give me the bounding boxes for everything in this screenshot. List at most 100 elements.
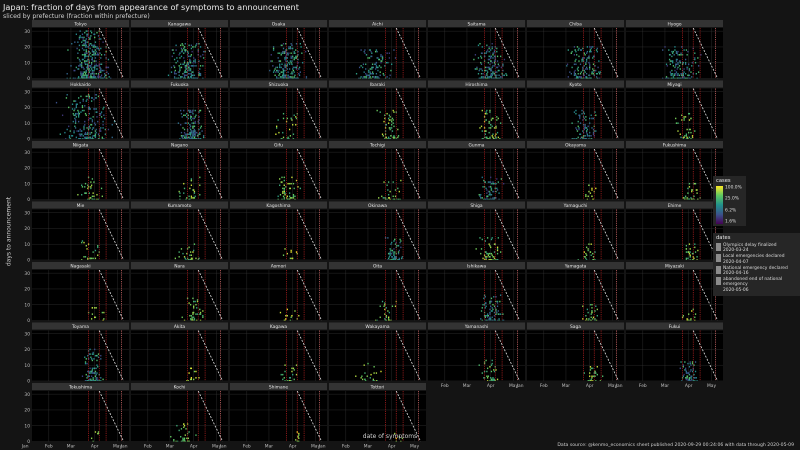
- case-cell: [87, 354, 89, 357]
- case-cell: [387, 257, 390, 260]
- case-cell: [190, 131, 193, 134]
- case-cell: [391, 241, 393, 244]
- case-cell: [682, 72, 684, 75]
- case-cell: [694, 182, 697, 185]
- case-cell: [305, 50, 307, 53]
- case-cell: [90, 138, 93, 139]
- case-cell: [183, 424, 186, 427]
- case-cell: [662, 49, 664, 51]
- case-cell: [495, 310, 497, 312]
- case-cell: [90, 100, 93, 102]
- case-cell: [686, 318, 688, 320]
- facet-panel: [230, 330, 327, 381]
- case-cell: [485, 198, 487, 200]
- case-cell: [490, 246, 492, 249]
- case-cell: [502, 74, 504, 77]
- case-cell: [279, 193, 282, 196]
- case-cell: [87, 138, 89, 139]
- case-cell: [575, 112, 577, 115]
- case-cell: [94, 36, 96, 39]
- case-cell: [592, 380, 594, 381]
- x-tick-label: Jan: [615, 383, 623, 389]
- case-cell: [496, 189, 499, 191]
- case-cell: [88, 68, 90, 70]
- case-cell: [497, 117, 499, 120]
- case-cell: [71, 42, 73, 45]
- case-cell: [580, 77, 582, 79]
- case-cell: [477, 57, 480, 59]
- case-cell: [282, 192, 284, 194]
- case-cell: [182, 252, 184, 255]
- case-cell: [289, 46, 292, 48]
- case-cell: [579, 63, 582, 66]
- facet-label: Kagawa: [270, 324, 288, 330]
- case-cell: [684, 116, 687, 118]
- case-cell: [491, 378, 493, 381]
- case-cell: [92, 50, 94, 53]
- case-cell: [491, 135, 493, 137]
- case-cell: [82, 100, 84, 102]
- case-cell: [192, 297, 194, 300]
- case-cell: [81, 74, 83, 77]
- case-cell: [103, 311, 105, 314]
- case-cell: [371, 71, 374, 73]
- case-cell: [91, 54, 94, 56]
- case-cell: [481, 319, 483, 321]
- case-cell: [584, 138, 586, 139]
- case-cell: [85, 245, 87, 247]
- case-cell: [590, 254, 592, 256]
- case-cell: [687, 378, 689, 381]
- case-cell: [95, 65, 97, 67]
- case-cell: [295, 57, 298, 59]
- case-cell: [387, 136, 390, 139]
- case-cell: [74, 120, 77, 123]
- facet-plot-area: [32, 149, 129, 200]
- case-cell: [283, 198, 285, 200]
- case-cell: [700, 54, 702, 56]
- case-cell: [575, 58, 577, 61]
- case-cell: [585, 131, 588, 134]
- case-cell: [585, 60, 588, 62]
- case-cell: [86, 60, 88, 62]
- case-cell: [198, 122, 200, 124]
- case-cell: [590, 378, 592, 381]
- facet-strip: [131, 20, 228, 27]
- case-cell: [82, 135, 84, 137]
- case-cell: [687, 257, 689, 260]
- case-cell: [385, 316, 387, 319]
- x-tick-label: Feb: [45, 444, 53, 450]
- facet-panel: [329, 270, 426, 321]
- facet-label: Kagoshima: [266, 203, 291, 209]
- case-cell: [391, 130, 394, 132]
- case-cell: [282, 50, 284, 53]
- facet-label: Hiroshima: [465, 82, 487, 88]
- x-tick-label: Mar: [265, 444, 273, 450]
- case-cell: [87, 358, 90, 360]
- case-cell: [188, 65, 190, 67]
- case-cell: [369, 76, 371, 78]
- case-cell: [692, 308, 694, 311]
- case-cell: [189, 314, 191, 317]
- case-cell: [574, 49, 576, 51]
- case-cell: [490, 77, 493, 79]
- case-cell: [289, 197, 292, 199]
- case-cell: [184, 133, 186, 135]
- case-cell: [579, 133, 582, 135]
- case-cell: [666, 77, 668, 79]
- case-cell: [89, 131, 91, 134]
- date-event-label: Local emergencies declared: [723, 254, 785, 260]
- case-cell: [493, 182, 496, 185]
- case-cell: [582, 119, 584, 121]
- facet-label: Kumamoto: [168, 203, 192, 209]
- case-cell: [94, 52, 97, 54]
- case-cell: [489, 308, 491, 311]
- case-cell: [292, 182, 295, 185]
- case-cell: [690, 197, 692, 199]
- case-cell: [196, 307, 198, 309]
- y-tick-label: 0: [27, 197, 30, 203]
- case-cell: [384, 138, 386, 139]
- case-cell: [84, 41, 87, 43]
- case-cell: [379, 316, 381, 319]
- case-cell: [173, 58, 176, 61]
